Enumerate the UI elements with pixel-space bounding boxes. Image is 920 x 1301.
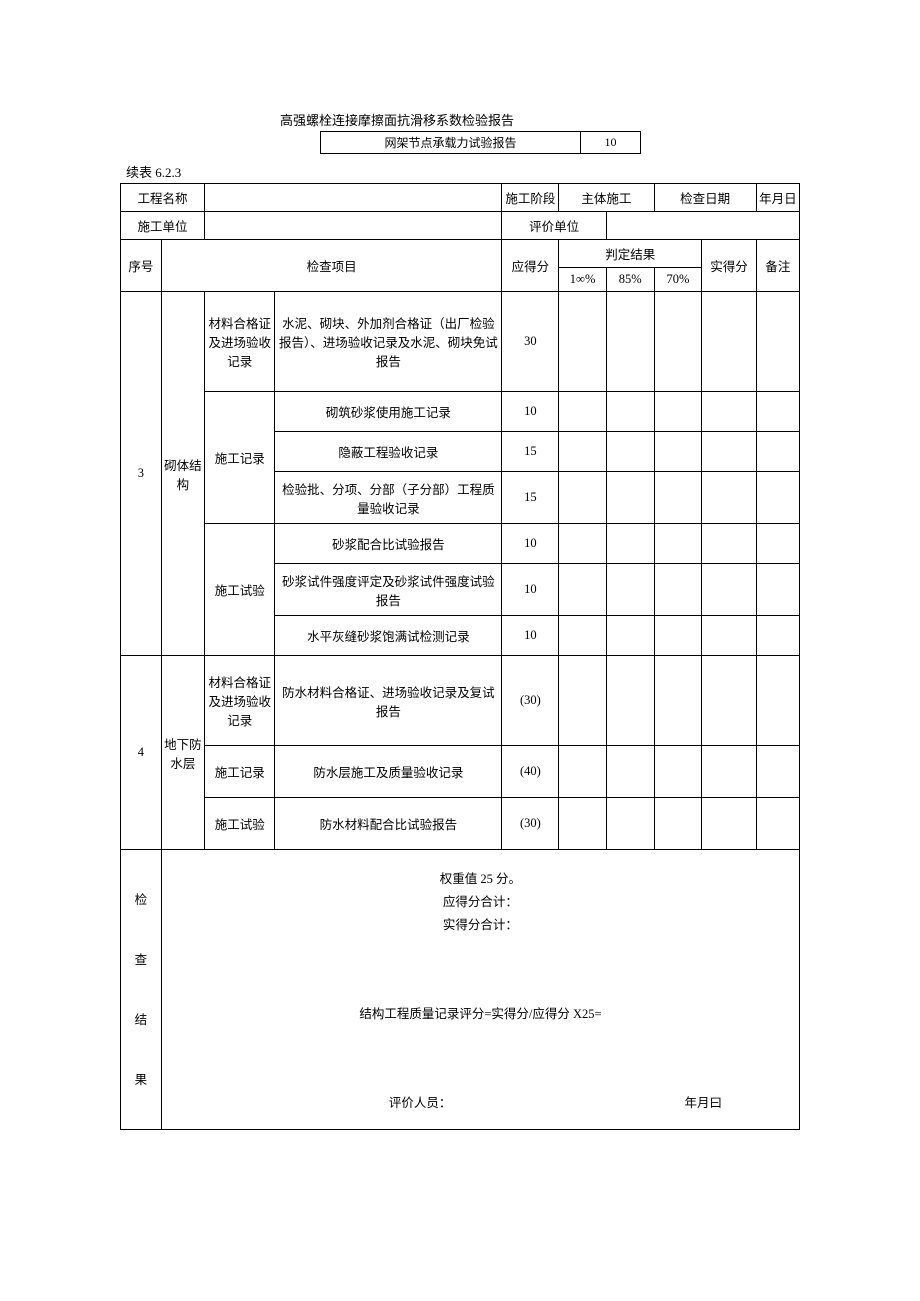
seq-cell: 3 xyxy=(121,292,162,656)
project-name-label: 工程名称 xyxy=(121,184,205,212)
eval-unit-label: 评价单位 xyxy=(502,212,606,240)
score-cell: 10 xyxy=(502,524,559,564)
phase-label: 施工阶段 xyxy=(502,184,559,212)
check-date-label: 检查日期 xyxy=(654,184,756,212)
desc-cell: 隐蔽工程验收记录 xyxy=(275,432,502,472)
unit-value xyxy=(205,212,502,240)
subgroup-name: 施工记录 xyxy=(205,392,275,524)
score-cell: (40) xyxy=(502,746,559,798)
th-p2: 85% xyxy=(606,268,654,292)
project-name-value xyxy=(205,184,502,212)
summary-rowlabel: 检 查 结 果 xyxy=(121,850,162,1130)
desc-cell: 检验批、分项、分部（子分部）工程质量验收记录 xyxy=(275,472,502,524)
desc-cell: 水泥、砌块、外加剂合格证（出厂检验报告）、进场验收记录及水泥、砌块免试报告 xyxy=(275,292,502,392)
th-note: 备注 xyxy=(756,240,799,292)
blank-cell xyxy=(702,292,757,392)
subgroup-name: 材料合格证及进场验收记录 xyxy=(205,292,275,392)
table-row: 4 地下防水层 材料合格证及进场验收记录 防水材料合格证、进场验收记录及复试报告… xyxy=(121,656,800,746)
blank-cell xyxy=(654,292,702,392)
desc-cell: 水平灰缝砂浆饱满试检测记录 xyxy=(275,616,502,656)
small-table-value: 10 xyxy=(581,132,641,154)
score-cell: 15 xyxy=(502,472,559,524)
summary-weight: 权重值 25 分。 xyxy=(164,868,797,887)
th-p3: 70% xyxy=(654,268,702,292)
th-judge: 判定结果 xyxy=(559,240,702,268)
score-cell: 10 xyxy=(502,564,559,616)
subgroup-name: 施工记录 xyxy=(205,746,275,798)
meta-row-1: 工程名称 施工阶段 主体施工 检查日期 年月日 xyxy=(121,184,800,212)
desc-cell: 砌筑砂浆使用施工记录 xyxy=(275,392,502,432)
blank-cell xyxy=(559,292,607,392)
th-should: 应得分 xyxy=(502,240,559,292)
score-cell: (30) xyxy=(502,798,559,850)
th-actual: 实得分 xyxy=(702,240,757,292)
signoff-date: 年月曰 xyxy=(684,1092,722,1111)
table-row: 施工试验 砂浆配合比试验报告 10 xyxy=(121,524,800,564)
eval-unit-value xyxy=(606,212,799,240)
subgroup-name: 材料合格证及进场验收记录 xyxy=(205,656,275,746)
subtitle: 续表 6.2.3 xyxy=(120,162,800,181)
table-row: 3 砌体结构 材料合格证及进场验收记录 水泥、砌块、外加剂合格证（出厂检验报告）… xyxy=(121,292,800,392)
desc-cell: 砂浆配合比试验报告 xyxy=(275,524,502,564)
table-row: 施工记录 砌筑砂浆使用施工记录 10 xyxy=(121,392,800,432)
unit-label: 施工单位 xyxy=(121,212,205,240)
summary-signoff: 评价人员： 年月曰 xyxy=(164,1092,797,1111)
small-table: 网架节点承载力试验报告 10 xyxy=(320,131,641,154)
score-cell: 10 xyxy=(502,616,559,656)
score-cell: 15 xyxy=(502,432,559,472)
small-table-label: 网架节点承载力试验报告 xyxy=(321,132,581,154)
meta-row-2: 施工单位 评价单位 xyxy=(121,212,800,240)
group-name: 地下防水层 xyxy=(161,656,204,850)
summary-should-total: 应得分合计： xyxy=(164,891,797,910)
top-title: 高强螺栓连接摩擦面抗滑移系数检验报告 xyxy=(120,110,800,129)
table-row: 施工记录 防水层施工及质量验收记录 (40) xyxy=(121,746,800,798)
thead-row-1: 序号 检查项目 应得分 判定结果 实得分 备注 xyxy=(121,240,800,268)
check-date-value: 年月日 xyxy=(756,184,799,212)
score-cell: (30) xyxy=(502,656,559,746)
desc-cell: 防水材料配合比试验报告 xyxy=(275,798,502,850)
phase-value: 主体施工 xyxy=(559,184,654,212)
blank-cell xyxy=(606,292,654,392)
table-row: 施工试验 防水材料配合比试验报告 (30) xyxy=(121,798,800,850)
subgroup-name: 施工试验 xyxy=(205,798,275,850)
subgroup-name: 施工试验 xyxy=(205,524,275,656)
desc-cell: 防水层施工及质量验收记录 xyxy=(275,746,502,798)
score-cell: 30 xyxy=(502,292,559,392)
blank-cell xyxy=(756,292,799,392)
summary-content: 权重值 25 分。 应得分合计： 实得分合计： 结构工程质量记录评分=实得分/应… xyxy=(161,850,799,1130)
desc-cell: 防水材料合格证、进场验收记录及复试报告 xyxy=(275,656,502,746)
seq-cell: 4 xyxy=(121,656,162,850)
th-p1: 1∞% xyxy=(559,268,607,292)
main-table: 工程名称 施工阶段 主体施工 检查日期 年月日 施工单位 评价单位 序号 检查项… xyxy=(120,183,800,1130)
th-seq: 序号 xyxy=(121,240,162,292)
group-name: 砌体结构 xyxy=(161,292,204,656)
summary-formula: 结构工程质量记录评分=实得分/应得分 X25= xyxy=(164,1003,797,1022)
summary-actual-total: 实得分合计： xyxy=(164,914,797,933)
evaluator-label: 评价人员： xyxy=(389,1092,452,1111)
summary-row: 检 查 结 果 权重值 25 分。 应得分合计： 实得分合计： 结构工程质量记录… xyxy=(121,850,800,1130)
th-item: 检查项目 xyxy=(161,240,502,292)
desc-cell: 砂浆试件强度评定及砂浆试件强度试验报告 xyxy=(275,564,502,616)
score-cell: 10 xyxy=(502,392,559,432)
